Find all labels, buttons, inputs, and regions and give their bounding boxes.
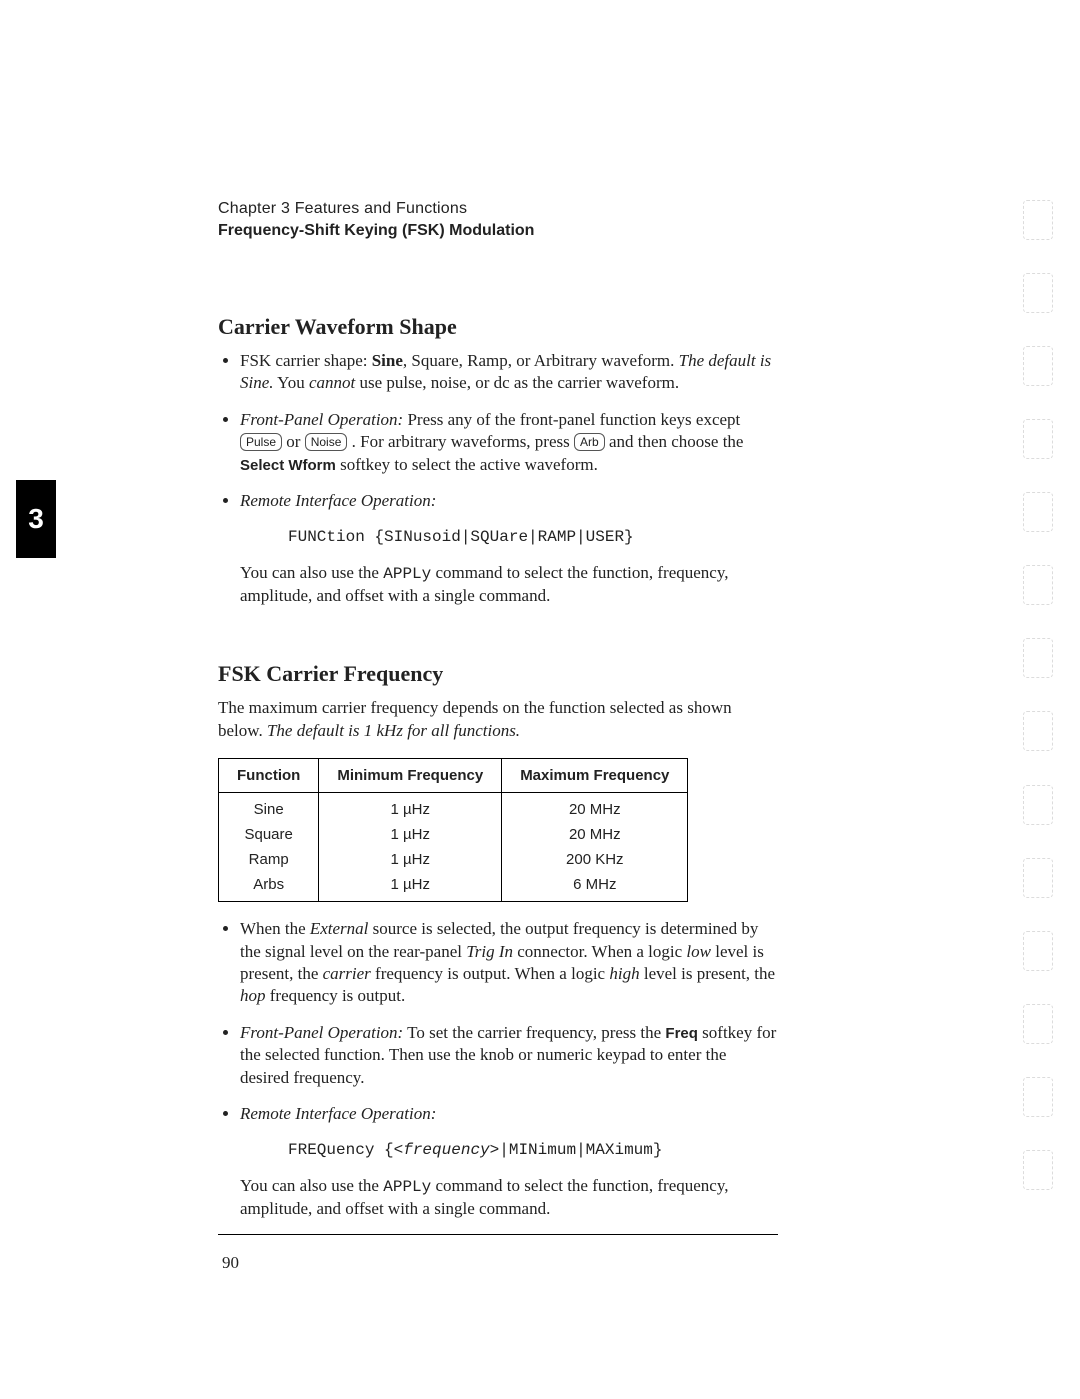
text: frequency is output. (266, 986, 406, 1005)
text-mono: APPLy (383, 1178, 431, 1196)
text-italic: cannot (309, 373, 355, 392)
label-italic: Front-Panel Operation: (240, 410, 403, 429)
perforation (1023, 858, 1053, 898)
table-cell: Arbs (219, 872, 319, 902)
text: When the (240, 919, 310, 938)
label-italic: Front-Panel Operation: (240, 1023, 403, 1042)
text: . For arbitrary waveforms, press (347, 432, 574, 451)
page: 3 Chapter 3 Features and Functions Frequ… (0, 0, 1080, 1399)
table-header: Maximum Frequency (502, 759, 688, 793)
carrier-bullet-shape: FSK carrier shape: Sine, Square, Ramp, o… (240, 350, 778, 395)
text-mono-italic: <frequency> (394, 1141, 500, 1159)
text: You can also use the (240, 1176, 383, 1195)
table-cell: 1 µHz (319, 872, 502, 902)
table-header-row: Function Minimum Frequency Maximum Frequ… (219, 759, 688, 793)
heading-fsk-carrier-frequency: FSK Carrier Frequency (218, 661, 778, 687)
freq-bullet-remote: Remote Interface Operation: FREQuency {<… (240, 1103, 778, 1220)
footer-rule: 90 (218, 1234, 778, 1273)
text-italic: carrier (323, 964, 371, 983)
text-italic: The default is 1 kHz for all functions. (267, 721, 520, 740)
binder-edge (1016, 200, 1060, 1190)
text: or (282, 432, 305, 451)
text: Press any of the front-panel function ke… (403, 410, 740, 429)
freq-bullet-front-panel: Front-Panel Operation: To set the carrie… (240, 1022, 778, 1089)
table-cell: Square (219, 822, 319, 847)
keycap-noise: Noise (305, 433, 348, 451)
table-row: Arbs 1 µHz 6 MHz (219, 872, 688, 902)
table-cell: 6 MHz (502, 872, 688, 902)
text-italic: high (609, 964, 639, 983)
text: level is present, the (640, 964, 776, 983)
text: connector. When a logic (513, 942, 686, 961)
perforation (1023, 419, 1053, 459)
text-italic: Trig In (466, 942, 513, 961)
text: You can also use the (240, 563, 383, 582)
carrier-bullet-front-panel: Front-Panel Operation: Press any of the … (240, 409, 778, 476)
perforation (1023, 931, 1053, 971)
text-italic: low (686, 942, 711, 961)
table-cell: Sine (219, 793, 319, 823)
frequency-table: Function Minimum Frequency Maximum Frequ… (218, 758, 688, 902)
perforation (1023, 1004, 1053, 1044)
perforation (1023, 346, 1053, 386)
table-header: Function (219, 759, 319, 793)
chapter-tab: 3 (16, 480, 56, 558)
perforation (1023, 1077, 1053, 1117)
softkey-label: Freq (665, 1025, 698, 1042)
freq-bullet-external: When the External source is selected, th… (240, 918, 778, 1008)
code-function: FUNCtion {SINusoid|SQUare|RAMP|USER} (288, 527, 778, 548)
perforation (1023, 273, 1053, 313)
text-mono: FREQuency { (288, 1141, 394, 1159)
label-italic: Remote Interface Operation: (240, 491, 436, 510)
keycap-arb: Arb (574, 433, 605, 451)
text-italic: hop (240, 986, 266, 1005)
text: , Square, Ramp, or Arbitrary waveform. (403, 351, 679, 370)
keycap-pulse: Pulse (240, 433, 282, 451)
freq-intro: The maximum carrier frequency depends on… (218, 697, 778, 742)
text: You (274, 373, 309, 392)
heading-carrier-waveform-shape: Carrier Waveform Shape (218, 314, 778, 340)
perforation (1023, 200, 1053, 240)
text-italic: External (310, 919, 369, 938)
perforation (1023, 565, 1053, 605)
table-cell: 1 µHz (319, 793, 502, 823)
table-row: Sine 1 µHz 20 MHz (219, 793, 688, 823)
perforation (1023, 492, 1053, 532)
text: frequency is output. When a logic (371, 964, 610, 983)
perforation (1023, 711, 1053, 751)
page-number: 90 (222, 1253, 778, 1273)
table-cell: 1 µHz (319, 822, 502, 847)
carrier-bullet-list: FSK carrier shape: Sine, Square, Ramp, o… (218, 350, 778, 607)
code-frequency: FREQuency {<frequency>|MINimum|MAXimum} (288, 1140, 778, 1161)
table-cell: 20 MHz (502, 793, 688, 823)
table-cell: 20 MHz (502, 822, 688, 847)
text-mono: APPLy (383, 565, 431, 583)
label-italic: Remote Interface Operation: (240, 1104, 436, 1123)
chapter-line: Chapter 3 Features and Functions (218, 200, 778, 218)
text-bold: Sine (372, 351, 403, 370)
apply-paragraph: You can also use the APPLy command to se… (240, 562, 778, 608)
perforation (1023, 638, 1053, 678)
text: To set the carrier frequency, press the (403, 1023, 665, 1042)
table-row: Square 1 µHz 20 MHz (219, 822, 688, 847)
carrier-bullet-remote: Remote Interface Operation: FUNCtion {SI… (240, 490, 778, 607)
table-cell: 1 µHz (319, 847, 502, 872)
table-cell: Ramp (219, 847, 319, 872)
text: and then choose the (605, 432, 744, 451)
text-mono: |MINimum|MAXimum} (499, 1141, 662, 1159)
freq-bullet-list: When the External source is selected, th… (218, 918, 778, 1220)
text: softkey to select the active waveform. (336, 455, 598, 474)
softkey-label: Select Wform (240, 457, 336, 474)
apply-paragraph: You can also use the APPLy command to se… (240, 1175, 778, 1221)
table-header: Minimum Frequency (319, 759, 502, 793)
perforation (1023, 1150, 1053, 1190)
text: use pulse, noise, or dc as the carrier w… (355, 373, 679, 392)
section-title: Frequency-Shift Keying (FSK) Modulation (218, 222, 778, 240)
text: FSK carrier shape: (240, 351, 372, 370)
perforation (1023, 785, 1053, 825)
content-column: Chapter 3 Features and Functions Frequen… (218, 200, 778, 1273)
table-row: Ramp 1 µHz 200 KHz (219, 847, 688, 872)
table-cell: 200 KHz (502, 847, 688, 872)
